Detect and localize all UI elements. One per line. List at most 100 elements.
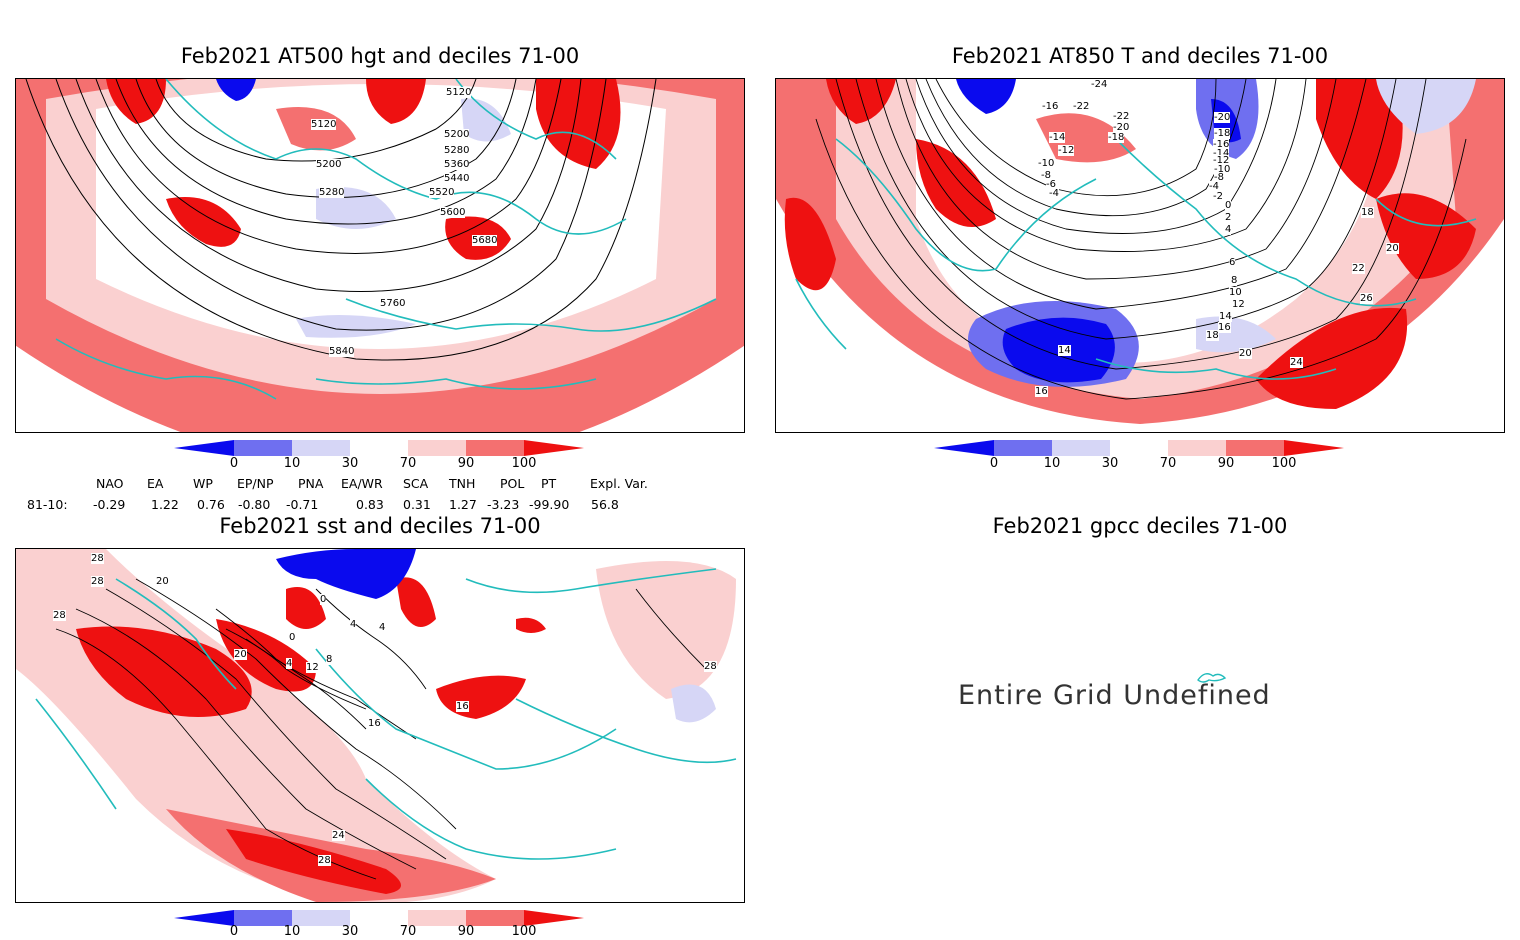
red-north	[286, 587, 326, 629]
contour-label: 5120	[311, 119, 337, 130]
contour-label: -14	[1213, 148, 1230, 159]
height-contours	[25, 79, 657, 361]
colorbar-labels-3: 0 10 30 70 90 100	[174, 924, 586, 940]
panel-1-title: Feb2021 AT500 hgt and deciles 71-00	[180, 44, 580, 68]
contour-label: -16	[1042, 101, 1059, 112]
colorbar-tick: 0	[229, 456, 239, 471]
colorbar-tick: 70	[399, 924, 417, 939]
contour-label: 2	[1225, 212, 1232, 223]
contour-label: 16	[456, 701, 469, 712]
contour-label: -14	[1049, 132, 1066, 143]
contour-label: 5520	[429, 187, 455, 198]
colorbar-tick: 100	[511, 924, 537, 939]
index-header: TNH	[449, 476, 476, 491]
index-header: PT	[541, 476, 557, 491]
colorbar-tick: 90	[457, 456, 475, 471]
contour-label: 5120	[446, 87, 472, 98]
contour-label: 12	[1232, 299, 1245, 310]
contour-label: 5600	[440, 207, 466, 218]
contour-label: -2	[1213, 191, 1223, 202]
index-value: 0.76	[197, 497, 225, 512]
contour-label: 5280	[444, 145, 470, 156]
red-scand	[396, 577, 436, 627]
grid-undefined-message: Entire Grid Undefined	[958, 680, 1271, 711]
contour-label: -10	[1214, 164, 1231, 175]
blue-north	[956, 79, 1016, 114]
colorbar-tick: 10	[283, 924, 301, 939]
contour-label: 28	[91, 553, 104, 564]
lblue-mid	[1196, 316, 1276, 353]
index-header: WP	[193, 476, 213, 491]
contour-label: 8	[1231, 275, 1238, 286]
contour-label: 4	[350, 619, 357, 630]
contour-label: 4	[379, 622, 386, 633]
index-value: 0.83	[356, 497, 384, 512]
index-header: EA	[147, 476, 164, 491]
contour-label: -8	[1041, 170, 1051, 181]
contour-label: 14	[1058, 345, 1071, 356]
index-value: -0.71	[286, 497, 319, 512]
index-value: 1.22	[151, 497, 179, 512]
contour-label: 4	[1225, 224, 1232, 235]
index-header: EP/NP	[237, 476, 274, 491]
contour-label: -20	[1113, 122, 1130, 133]
t850-map-svg	[776, 79, 1504, 432]
index-value: 1.27	[449, 497, 477, 512]
red-blob-left	[166, 197, 241, 247]
red-ne	[1316, 79, 1403, 199]
contour-label: 5680	[472, 235, 498, 246]
contour-label: 28	[91, 576, 104, 587]
contour-label: 16	[368, 718, 381, 729]
colorbar-tick: 100	[1271, 456, 1297, 471]
contour-label: 28	[318, 855, 331, 866]
colorbar-tick: 70	[1159, 456, 1177, 471]
red-blob-ne	[536, 79, 621, 169]
index-header: PNA	[298, 476, 324, 491]
coastlines	[795, 138, 1477, 380]
index-header: EA/WR	[341, 476, 383, 491]
contour-label: -24	[1091, 79, 1108, 90]
colorbar-tick: 0	[989, 456, 999, 471]
pink-right	[1376, 193, 1476, 279]
red-left	[784, 197, 836, 291]
index-value: 0.31	[403, 497, 431, 512]
contour-label: -20	[1214, 112, 1231, 123]
index-header: SCA	[403, 476, 429, 491]
contour-label: 4	[286, 658, 293, 669]
contour-label: 5840	[329, 346, 355, 357]
colorbar-tick: 100	[511, 456, 537, 471]
contour-label: 20	[1386, 243, 1399, 254]
contour-label: 20	[1239, 348, 1252, 359]
lblue-ne	[671, 684, 716, 723]
contour-label: 24	[1290, 357, 1303, 368]
lblue-blob-3	[461, 98, 511, 142]
contour-label: 16	[1218, 322, 1231, 333]
contour-label: 5440	[444, 173, 470, 184]
contour-label: -4	[1209, 181, 1219, 192]
contour-label: -6	[1046, 179, 1056, 190]
colorbar-panel-2	[934, 440, 1346, 456]
colorbar-tick: 90	[457, 924, 475, 939]
contour-label: -10	[1038, 158, 1055, 169]
sst-contours	[55, 578, 707, 880]
index-value: -3.23	[487, 497, 520, 512]
contour-label: -4	[1049, 188, 1059, 199]
contour-label: 5760	[380, 298, 406, 309]
index-header: NAO	[96, 476, 124, 491]
gpcc-stray-mark	[1197, 673, 1227, 683]
panel-3-map: 28 28 28 20 20 0 0 4 4 8 12 16 16 24 28 …	[15, 548, 745, 903]
index-header: Expl. Var.	[590, 476, 648, 491]
colorbar-tick: 30	[341, 924, 359, 939]
lblue-blob-1	[296, 315, 416, 338]
contour-label: 20	[156, 576, 169, 587]
contour-label: 24	[332, 830, 345, 841]
contour-label: 14	[1219, 311, 1232, 322]
index-value: 56.8	[591, 497, 619, 512]
sst-map-svg	[16, 549, 737, 902]
red-left2	[916, 139, 996, 227]
colorbar-labels-1: 0 10 30 70 90 100	[174, 456, 586, 472]
red-med	[436, 675, 526, 719]
index-row-label: 81-10:	[27, 497, 68, 512]
contour-label: 22	[1352, 263, 1365, 274]
contour-label: 5200	[316, 159, 342, 170]
